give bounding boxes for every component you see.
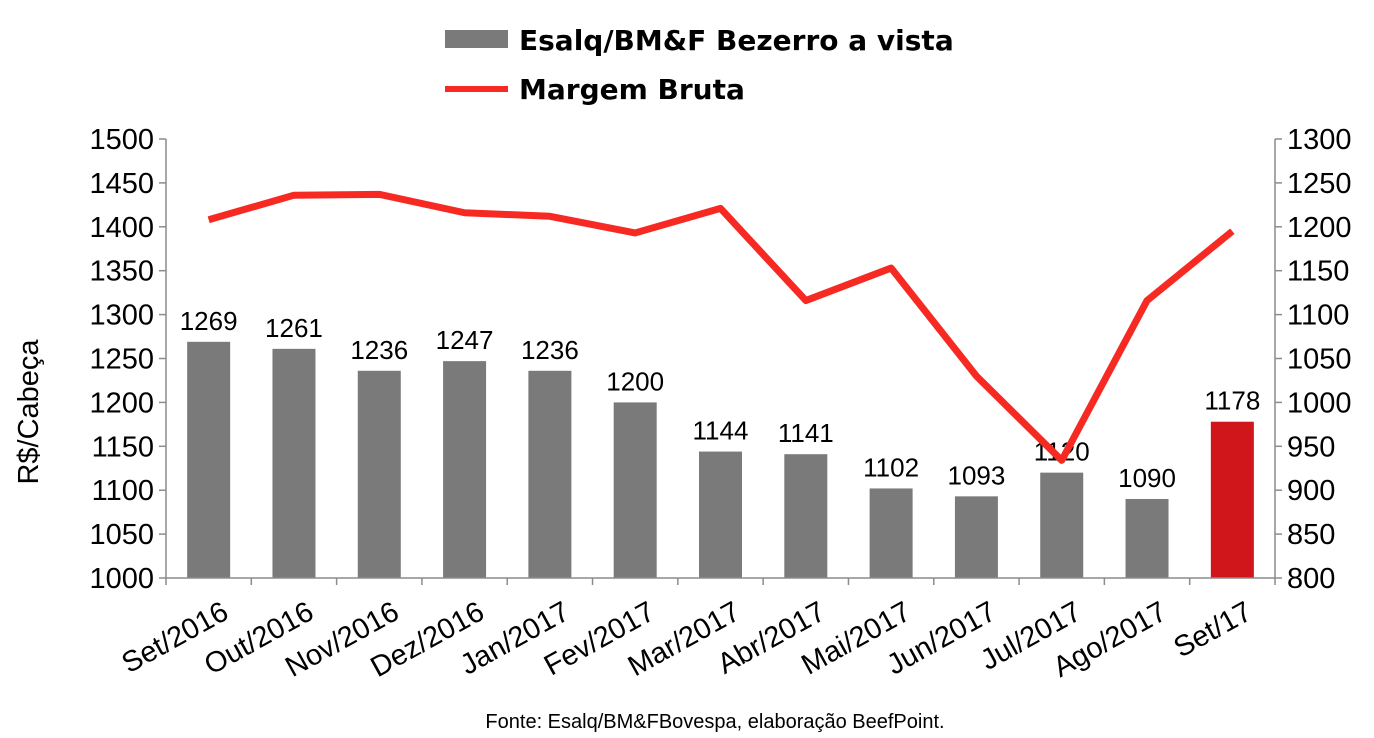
y2-tick-label: 850 [1287,519,1335,551]
line-series [207,190,1235,464]
margem-bruta-line [207,190,1235,464]
bar-value-label: 1141 [778,418,834,448]
y2-tick-label: 1050 [1287,344,1352,376]
y-axis-right: 800 850 900 950 1000 1050 1100 1150 1200 1250 1300 [1274,124,1352,595]
y-tick-label: 1100 [92,475,154,507]
bar-value-label: 1144 [693,416,749,446]
y-tick-label: 1200 [89,387,154,419]
legend-label-line: Margem Bruta [519,73,745,106]
bar [954,496,998,578]
bar-value-label: 1236 [521,335,579,365]
bar-value-label: 1200 [606,366,664,396]
bar-value-label: 1178 [1204,386,1260,416]
y-tick-label: 1500 [89,124,154,156]
y-axis-title: R$/Cabeça [13,339,45,485]
chart-legend: Esalq/BM&F Bezerro a vista Margem Bruta [445,24,954,106]
x-axis: Set/2016Out/2016Nov/2016Dez/2016Jan/2017… [117,577,1276,684]
bar-value-label: 1247 [436,325,494,355]
bar [528,370,572,578]
y-axis-left: 1000 1050 1100 1150 1200 1250 1300 1350 1400 1450… [89,124,167,595]
y-tick-label: 1150 [92,431,154,463]
source-note: Fonte: Esalq/BM&FBovespa, elaboração Bee… [485,711,944,733]
bar-value-label: 1269 [180,306,238,336]
bar-value-label: 1090 [1118,463,1176,493]
bar [613,402,657,578]
bar [869,488,913,578]
y-tick-label: 1050 [89,519,154,551]
bar-data-labels: 1269 1261 1236 1247 1236 1200 1144 1141 1102 1093… [180,306,1261,493]
y-tick-label: 1250 [89,344,154,376]
y2-tick-label: 1100 [1287,300,1349,332]
x-tick-label: Set/17 [1169,596,1258,665]
y-tick-label: 1350 [89,256,154,288]
bar-series [187,341,1254,578]
y2-tick-label: 800 [1287,563,1335,595]
y2-tick-label: 1200 [1287,212,1352,244]
y2-tick-label: 950 [1287,431,1335,463]
y2-tick-label: 1300 [1287,124,1352,156]
y2-tick-label: 1000 [1287,387,1352,419]
bar-value-label: 1236 [350,335,408,365]
y2-tick-label: 1150 [1287,256,1349,288]
y2-tick-label: 900 [1287,475,1335,507]
bar [1125,498,1169,578]
y2-tick-label: 1250 [1287,168,1352,200]
legend-label-bar: Esalq/BM&F Bezerro a vista [519,24,954,57]
bar [1210,421,1254,578]
y-tick-label: 1300 [89,300,154,332]
legend-swatch-bar [445,30,508,48]
bar [187,341,231,578]
bar [272,348,316,578]
bar-value-label: 1261 [265,313,323,343]
y-tick-label: 1400 [89,212,154,244]
bar [443,361,487,578]
bar [784,454,828,578]
y-tick-label: 1450 [89,168,154,200]
bar-value-label: 1102 [863,452,919,482]
bar [1040,472,1084,578]
bar [357,370,401,578]
bar [699,451,742,578]
y-tick-label: 1000 [89,563,154,595]
bar-value-label: 1093 [948,460,1006,490]
